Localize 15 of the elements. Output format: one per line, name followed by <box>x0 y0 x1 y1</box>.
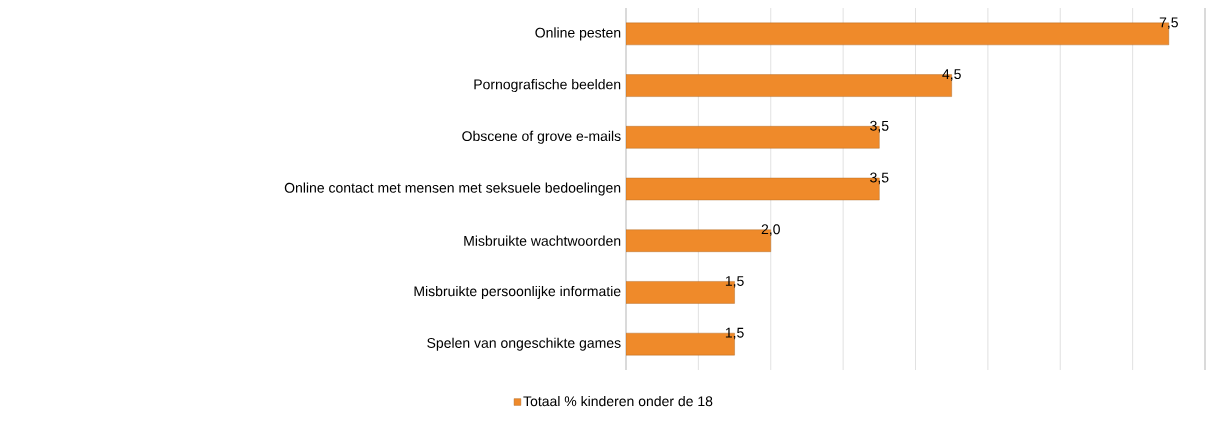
y-tick-label: Obscene of grove e-mails <box>462 130 621 144</box>
y-tick-label: Misbruikte persoonlijke informatie <box>414 285 621 299</box>
data-label: 3,5 <box>870 172 889 185</box>
y-tick-label: Spelen van ongeschikte games <box>427 337 621 351</box>
y-tick-label: Online contact met mensen met seksuele bedoelingen <box>284 182 621 196</box>
y-tick-label: Misbruikte wachtwoorden <box>464 235 621 246</box>
y-tick-label: Online pesten <box>535 27 621 41</box>
data-label: 7,5 <box>1159 17 1178 29</box>
data-label: 1,5 <box>725 327 744 340</box>
data-label: 3,5 <box>870 120 889 133</box>
y-tick-label: Pornografische beelden <box>474 79 621 93</box>
legend-label: Totaal % kinderen onder de 18 <box>523 395 713 407</box>
data-label: 1,5 <box>725 276 744 288</box>
data-label: 4,5 <box>942 69 961 81</box>
data-label: 2,0 <box>761 224 780 236</box>
